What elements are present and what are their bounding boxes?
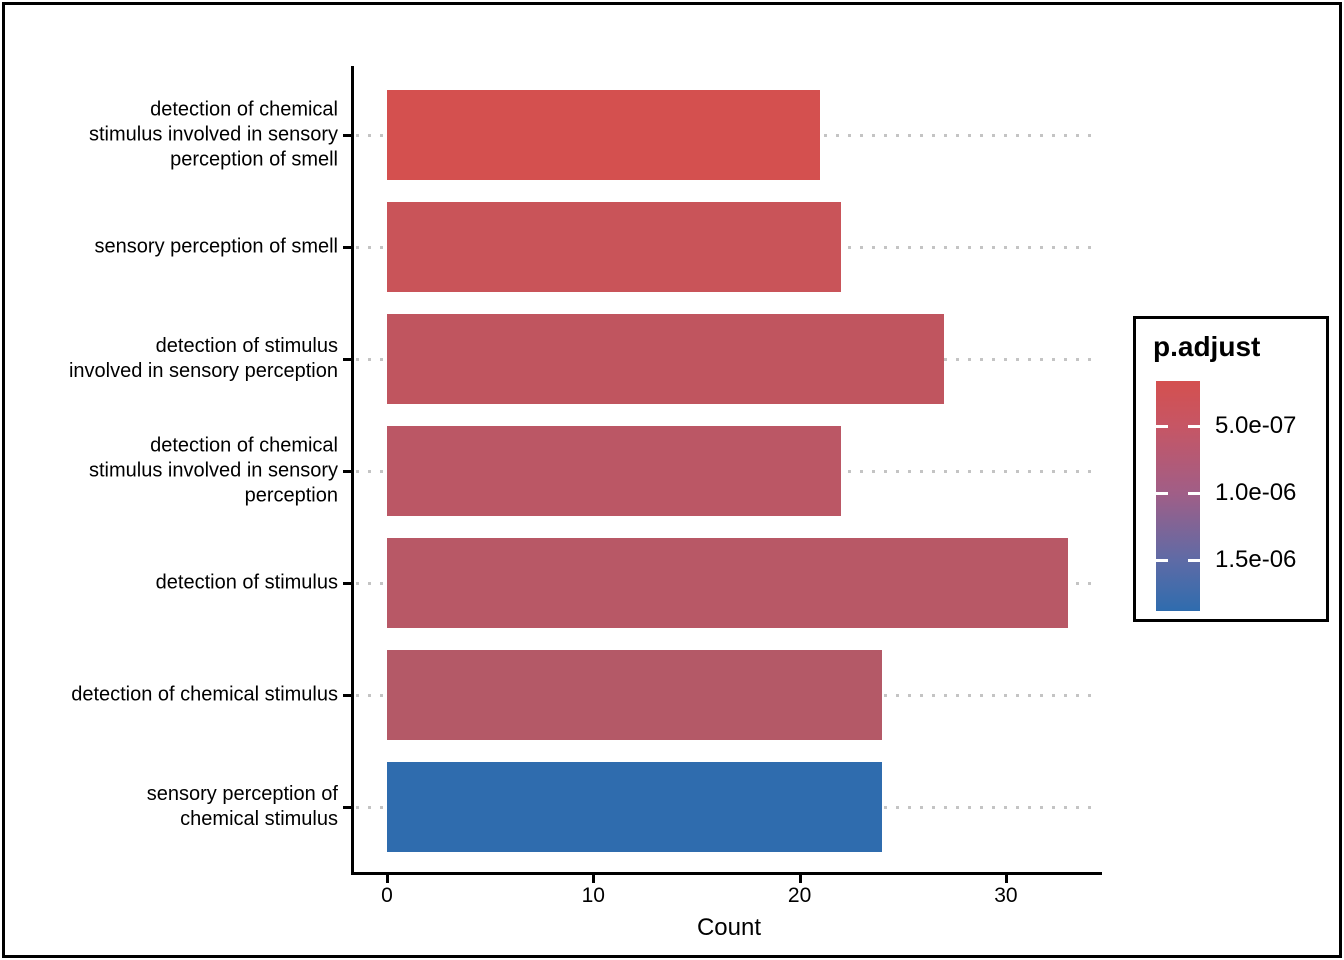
x-axis-tick-label: 10: [581, 884, 605, 907]
legend-box: p.adjust 5.0e-07 1.0e-06 1.5e-06: [1133, 316, 1329, 622]
x-axis-tick: [386, 875, 389, 883]
y-axis-tick: [343, 806, 351, 809]
y-axis-label: sensory perception of smell: [94, 235, 338, 258]
legend-colorbar: [1156, 381, 1200, 611]
x-axis-title: Count: [696, 914, 762, 941]
x-axis-line: [351, 872, 1102, 875]
bar: [387, 426, 841, 516]
y-axis-line: [351, 66, 354, 875]
y-axis-label: detection of chemical stimulus involved …: [89, 434, 338, 507]
bar: [387, 202, 841, 292]
legend-colorbar-tick: [1188, 492, 1200, 495]
legend-colorbar-tick: [1188, 425, 1200, 428]
bar: [387, 314, 944, 404]
y-axis-label: detection of chemical stimulus: [71, 683, 338, 706]
y-axis-tick: [343, 582, 351, 585]
bar: [387, 90, 821, 180]
legend-tick-label: 1.5e-06: [1215, 546, 1297, 573]
x-axis-tick-label: 0: [381, 884, 393, 907]
y-axis-tick: [343, 134, 351, 137]
x-axis-tick: [798, 875, 802, 883]
x-axis-tick: [592, 875, 596, 883]
legend-title: p.adjust: [1153, 331, 1261, 362]
y-axis-tick: [343, 246, 351, 249]
y-axis-label: detection of stimulus: [155, 571, 338, 594]
legend-colorbar-tick: [1156, 425, 1168, 428]
y-axis-label: sensory perception of chemical stimulus: [146, 783, 338, 830]
y-axis-tick: [343, 358, 351, 361]
bar: [387, 538, 1068, 628]
x-axis-tick: [1004, 875, 1008, 883]
y-axis-tick: [343, 694, 351, 697]
legend-colorbar-tick: [1156, 492, 1168, 495]
y-axis-label: detection of chemical stimulus involved …: [89, 98, 338, 171]
x-axis-tick-label: 30: [994, 884, 1018, 907]
x-axis-tick-label: 20: [787, 884, 812, 907]
legend-colorbar-tick: [1188, 559, 1200, 562]
legend-tick-label: 1.0e-06: [1215, 479, 1297, 506]
bar: [387, 762, 883, 852]
y-axis-label: detection of stimulus involved in sensor…: [68, 335, 338, 382]
y-axis-tick: [343, 470, 351, 473]
bar: [387, 650, 883, 740]
legend-tick-label: 5.0e-07: [1215, 412, 1297, 439]
legend-colorbar-tick: [1156, 559, 1168, 562]
